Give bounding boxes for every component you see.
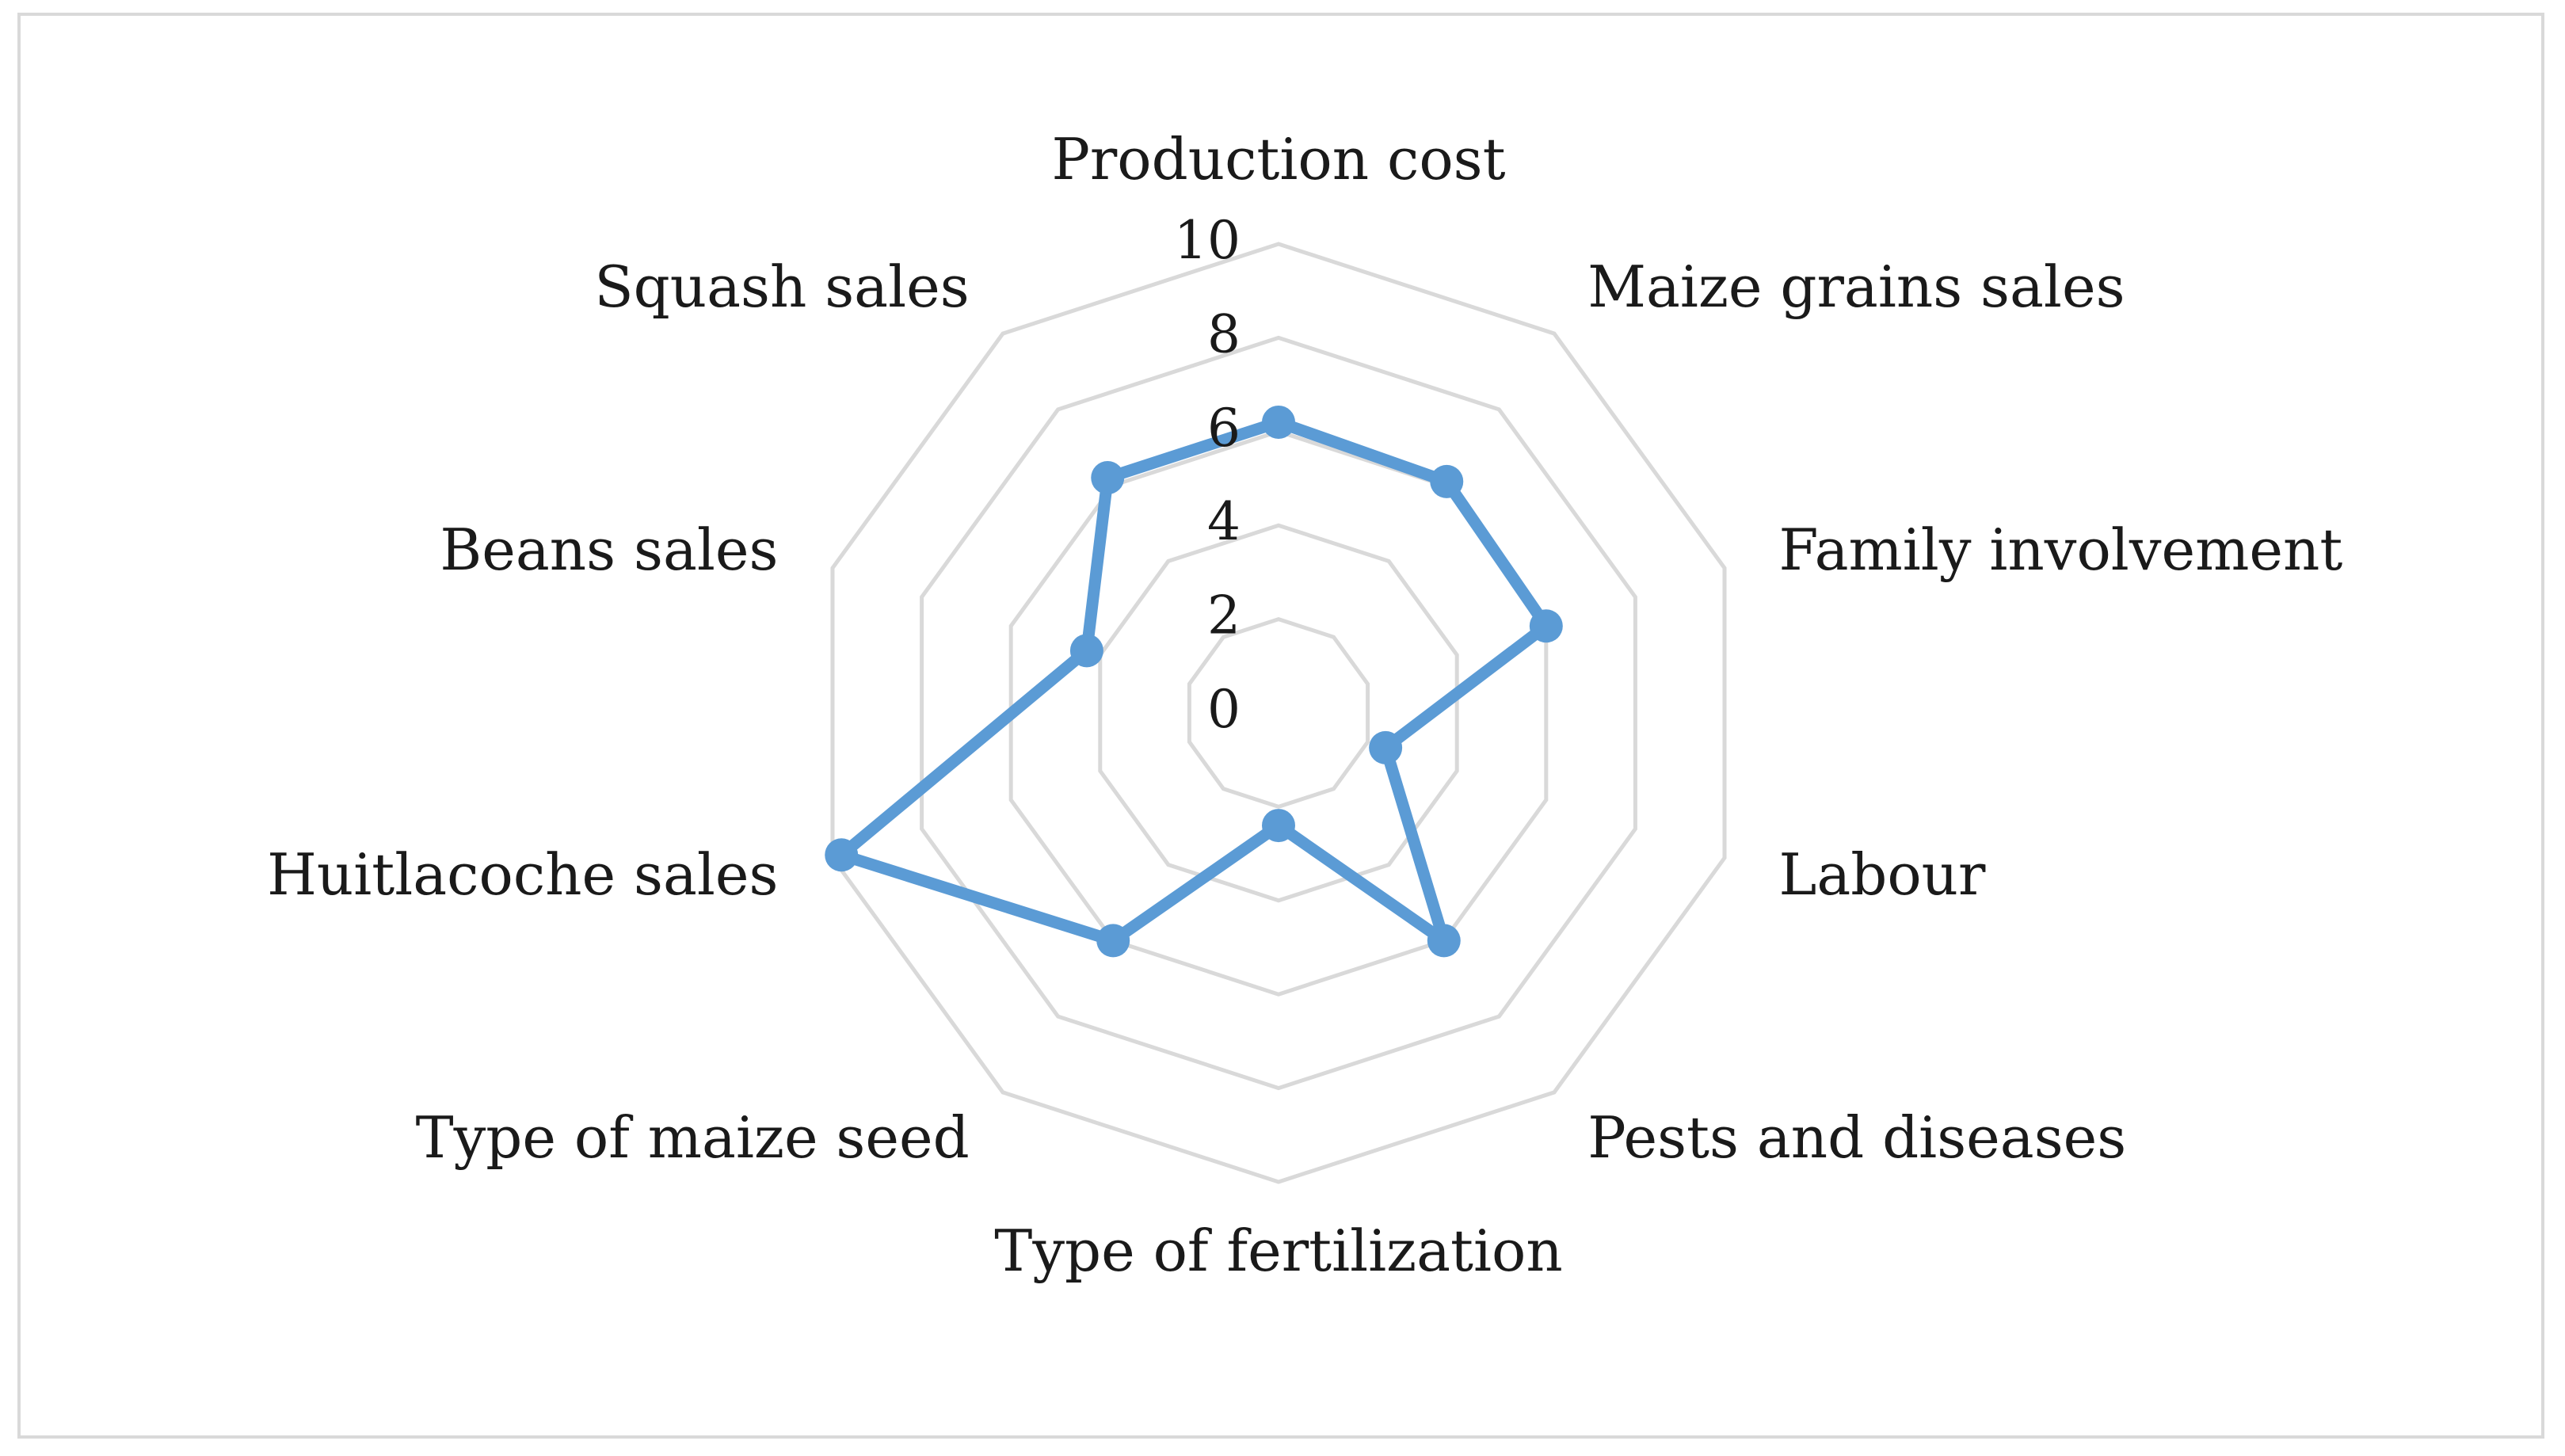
radial-tick-label: 10 — [1174, 210, 1241, 271]
radial-tick-label: 4 — [1207, 491, 1241, 552]
radial-tick-label: 8 — [1207, 303, 1241, 364]
grid-ring — [830, 242, 1727, 1184]
data-point — [1262, 809, 1295, 843]
category-label: Labour — [1779, 841, 1987, 908]
data-point — [1427, 924, 1461, 958]
radial-tick-label: 2 — [1207, 585, 1241, 646]
radar-series — [825, 405, 1563, 958]
radial-tick-label: 6 — [1207, 398, 1241, 459]
category-label: Huitlacoche sales — [267, 841, 778, 908]
category-label: Production cost — [1051, 126, 1505, 192]
radar-chart: 0 2 4 6 8 10 Production cost Maize grains sale… — [267, 126, 2342, 1284]
grid-ring — [920, 335, 1637, 1091]
data-point — [1091, 461, 1125, 495]
data-point — [1369, 730, 1403, 764]
data-point — [1430, 464, 1464, 498]
category-label: Squash sales — [594, 253, 969, 320]
category-label: Type of fertilization — [994, 1218, 1562, 1284]
category-label: Maize grains sales — [1587, 253, 2125, 320]
category-label: Type of maize seed — [416, 1104, 970, 1171]
grid-ring — [1187, 616, 1370, 810]
data-point — [825, 838, 859, 872]
data-point — [1096, 924, 1130, 958]
category-label: Beans sales — [440, 516, 778, 583]
category-labels: Production cost Maize grains sales Family … — [267, 126, 2342, 1284]
data-point — [1529, 609, 1563, 643]
category-label: Pests and diseases — [1587, 1104, 2126, 1171]
radial-axis-ticks: 0 2 4 6 8 10 — [1174, 210, 1241, 740]
data-point — [1069, 634, 1103, 668]
category-label: Family involvement — [1779, 516, 2343, 583]
data-point — [1262, 405, 1295, 439]
radar-grid — [830, 242, 1727, 1184]
radial-tick-label: 0 — [1207, 679, 1241, 740]
chart-frame: 0 2 4 6 8 10 Production cost Maize grains sale… — [17, 13, 2544, 1439]
grid-ring — [1098, 523, 1459, 903]
